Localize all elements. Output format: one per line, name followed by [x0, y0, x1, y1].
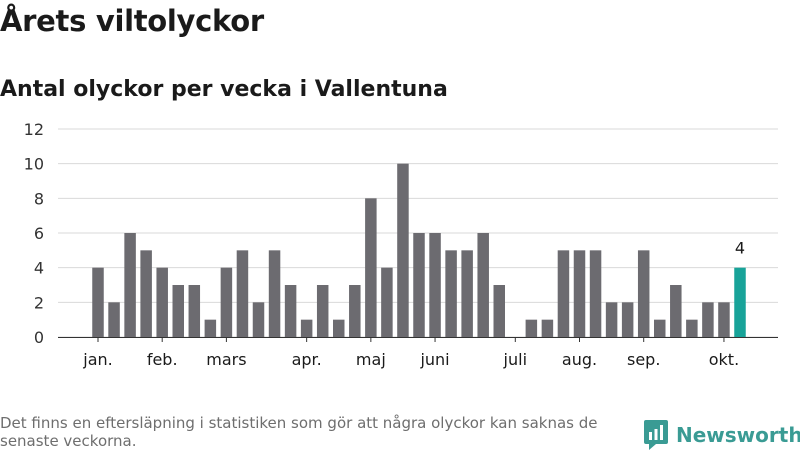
bar: [654, 319, 666, 337]
bar: [477, 233, 489, 337]
y-tick-label: 2: [34, 293, 44, 312]
x-tick-label: jan.: [82, 350, 112, 369]
bar: [252, 302, 265, 337]
newsworthy-logo-icon: [644, 420, 668, 450]
x-tick-label: aug.: [562, 350, 597, 369]
bar: [445, 250, 457, 337]
x-tick-label: sep.: [627, 350, 660, 369]
y-tick-label: 12: [24, 120, 44, 139]
bar: [284, 285, 297, 337]
bar: [333, 319, 345, 337]
bar: [621, 302, 634, 337]
bar: [124, 233, 136, 337]
bar: [268, 250, 281, 337]
bar: [413, 233, 425, 337]
x-tick-label: juli: [503, 350, 527, 369]
x-tick-label: apr.: [292, 350, 322, 369]
bar: [493, 285, 505, 337]
x-tick-label: juni: [419, 350, 449, 369]
bar: [172, 285, 184, 337]
y-tick-label: 0: [34, 328, 44, 347]
y-tick-label: 6: [34, 224, 44, 243]
bar: [188, 285, 201, 337]
bar: [605, 302, 618, 337]
bar: [108, 302, 120, 337]
bar: [557, 250, 570, 337]
x-tick-label: okt.: [709, 350, 739, 369]
x-tick-label: maj: [356, 350, 386, 369]
bar: [381, 267, 393, 337]
bar: [316, 285, 329, 337]
x-tick-label: mars: [206, 350, 246, 369]
bar: [397, 163, 409, 337]
bar: [365, 198, 377, 337]
bar: [573, 250, 586, 337]
bar-chart: 0 2 4 6 8 10 12 4 jan. feb. mars apr. maj juni juli aug…: [24, 120, 778, 369]
bar-highlight: [734, 267, 746, 337]
y-tick-label: 4: [34, 259, 44, 278]
bar: [525, 319, 538, 337]
bar: [92, 267, 104, 337]
bar: [670, 285, 682, 337]
bar: [461, 250, 473, 337]
data-label: 4: [735, 239, 745, 258]
bar: [236, 250, 249, 337]
bar: [156, 267, 168, 337]
bar: [300, 319, 313, 337]
bar: [686, 319, 698, 337]
bar: [429, 233, 441, 337]
bar: [637, 250, 650, 337]
x-tick-label: feb.: [147, 350, 178, 369]
y-tick-label: 8: [34, 189, 44, 208]
bar: [140, 250, 152, 337]
bar: [718, 302, 730, 337]
bar: [589, 250, 602, 337]
chart-subtitle: Antal olyckor per vecka i Vallentuna: [0, 77, 448, 102]
bar: [349, 285, 361, 337]
bar: [204, 319, 217, 337]
footnote: Det finns en eftersläpning i statistiken…: [0, 414, 598, 450]
newsworthy-logo[interactable]: Newsworthy: [644, 420, 800, 450]
brand-name: Newsworthy: [676, 423, 800, 447]
bar: [702, 302, 714, 337]
y-tick-label: 10: [24, 155, 44, 174]
chart-title: Årets viltolyckor: [0, 4, 264, 38]
bar: [220, 267, 233, 337]
bar: [541, 319, 554, 337]
